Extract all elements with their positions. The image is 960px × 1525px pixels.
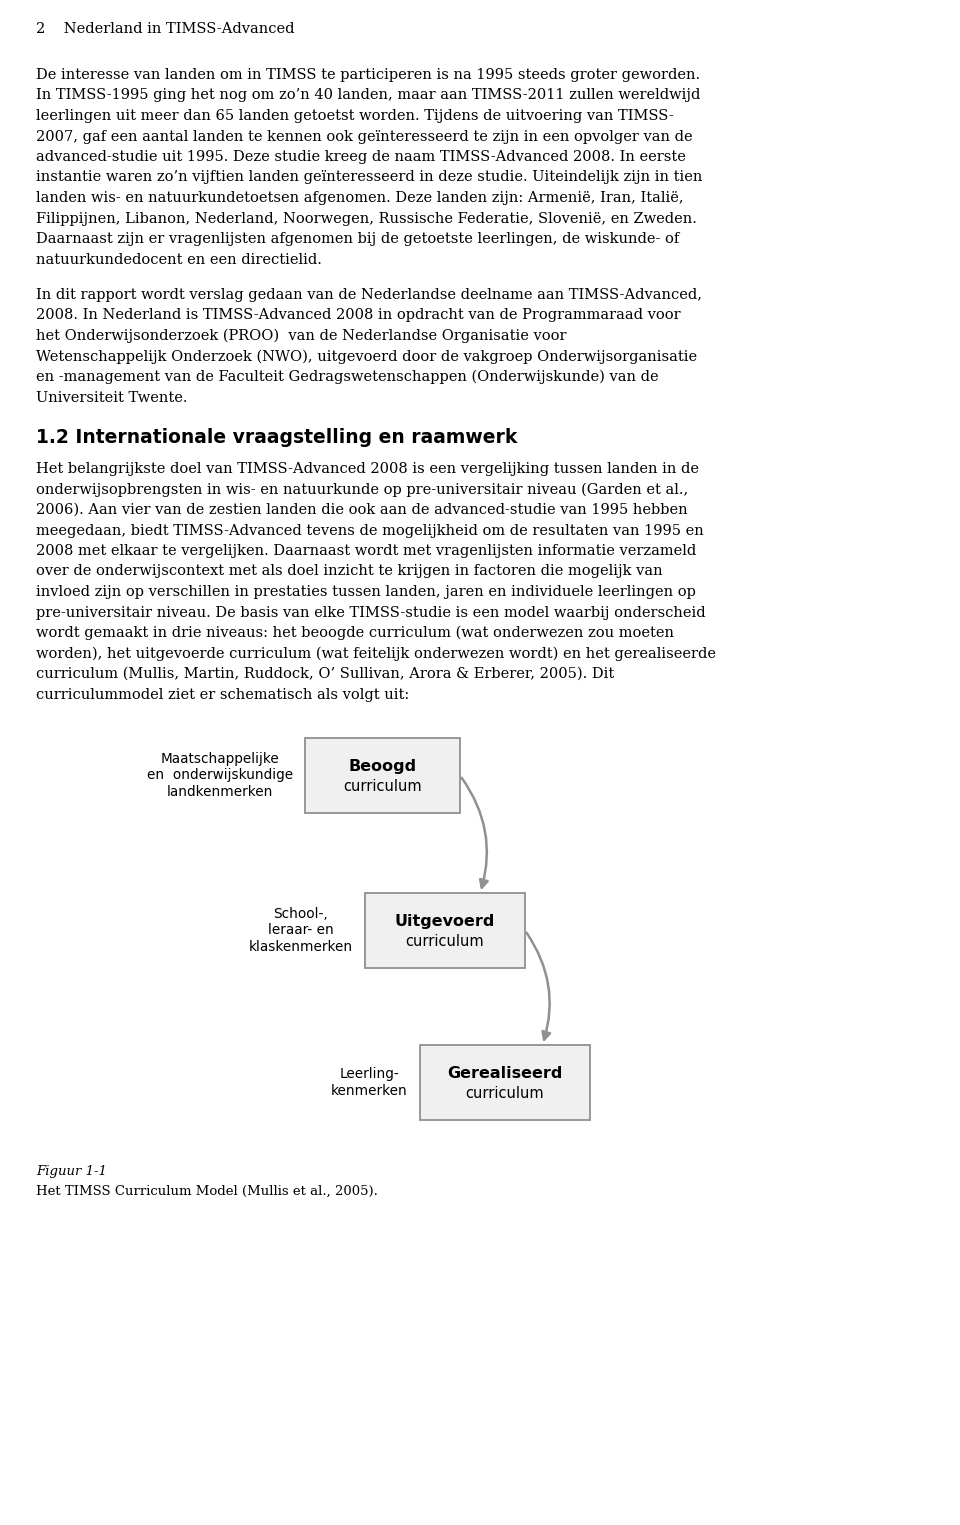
FancyBboxPatch shape xyxy=(420,1045,590,1119)
Text: natuurkundedocent en een directielid.: natuurkundedocent en een directielid. xyxy=(36,253,322,267)
FancyArrowPatch shape xyxy=(462,778,488,888)
FancyBboxPatch shape xyxy=(305,738,460,813)
Text: curriculum: curriculum xyxy=(466,1086,544,1101)
Text: Universiteit Twente.: Universiteit Twente. xyxy=(36,390,187,404)
Text: onderwijsopbrengsten in wis- en natuurkunde op pre-universitair niveau (Garden e: onderwijsopbrengsten in wis- en natuurku… xyxy=(36,482,688,497)
FancyBboxPatch shape xyxy=(365,894,525,968)
Text: 2    Nederland in TIMSS-Advanced: 2 Nederland in TIMSS-Advanced xyxy=(36,21,295,37)
Text: Maatschappelijke
en  onderwijskundige
landkenmerken: Maatschappelijke en onderwijskundige lan… xyxy=(147,752,293,799)
Text: leerlingen uit meer dan 65 landen getoetst worden. Tijdens de uitvoering van TIM: leerlingen uit meer dan 65 landen getoet… xyxy=(36,108,674,124)
Text: 2008 met elkaar te vergelijken. Daarnaast wordt met vragenlijsten informatie ver: 2008 met elkaar te vergelijken. Daarnaas… xyxy=(36,544,696,558)
Text: School-,
leraar- en
klaskenmerken: School-, leraar- en klaskenmerken xyxy=(249,907,353,953)
Text: curriculum (Mullis, Martin, Ruddock, O’ Sullivan, Arora & Erberer, 2005). Dit: curriculum (Mullis, Martin, Ruddock, O’ … xyxy=(36,666,614,682)
Text: Figuur 1-1: Figuur 1-1 xyxy=(36,1165,107,1177)
Text: Leerling-
kenmerken: Leerling- kenmerken xyxy=(331,1068,408,1098)
Text: het Onderwijsonderzoek (PROO)  van de Nederlandse Organisatie voor: het Onderwijsonderzoek (PROO) van de Ned… xyxy=(36,329,566,343)
Text: wordt gemaakt in drie niveaus: het beoogde curriculum (wat onderwezen zou moeten: wordt gemaakt in drie niveaus: het beoog… xyxy=(36,625,674,640)
Text: Filippijnen, Libanon, Nederland, Noorwegen, Russische Federatie, Slovenië, en Zw: Filippijnen, Libanon, Nederland, Noorweg… xyxy=(36,212,697,226)
Text: 2007, gaf een aantal landen te kennen ook geïnteresseerd te zijn in een opvolger: 2007, gaf een aantal landen te kennen oo… xyxy=(36,130,692,143)
Text: In dit rapport wordt verslag gedaan van de Nederlandse deelname aan TIMSS-Advanc: In dit rapport wordt verslag gedaan van … xyxy=(36,288,702,302)
FancyArrowPatch shape xyxy=(527,933,550,1040)
Text: meegedaan, biedt TIMSS-Advanced tevens de mogelijkheid om de resultaten van 1995: meegedaan, biedt TIMSS-Advanced tevens d… xyxy=(36,523,704,537)
Text: curriculum: curriculum xyxy=(406,935,484,949)
Text: 2006). Aan vier van de zestien landen die ook aan de advanced-studie van 1995 he: 2006). Aan vier van de zestien landen di… xyxy=(36,503,687,517)
Text: landen wis- en natuurkundetoetsen afgenomen. Deze landen zijn: Armenië, Iran, It: landen wis- en natuurkundetoetsen afgeno… xyxy=(36,191,684,204)
Text: instantie waren zo’n vijftien landen geïnteresseerd in deze studie. Uiteindelijk: instantie waren zo’n vijftien landen geï… xyxy=(36,171,703,185)
Text: 2008. In Nederland is TIMSS-Advanced 2008 in opdracht van de Programmaraad voor: 2008. In Nederland is TIMSS-Advanced 200… xyxy=(36,308,681,322)
Text: Uitgevoerd: Uitgevoerd xyxy=(395,913,495,929)
Text: Beoogd: Beoogd xyxy=(348,759,417,775)
Text: Het belangrijkste doel van TIMSS-Advanced 2008 is een vergelijking tussen landen: Het belangrijkste doel van TIMSS-Advance… xyxy=(36,462,699,476)
Text: In TIMSS-1995 ging het nog om zo’n 40 landen, maar aan TIMSS-2011 zullen wereldw: In TIMSS-1995 ging het nog om zo’n 40 la… xyxy=(36,88,701,102)
Text: over de onderwijscontext met als doel inzicht te krijgen in factoren die mogelij: over de onderwijscontext met als doel in… xyxy=(36,564,662,578)
Text: Daarnaast zijn er vragenlijsten afgenomen bij de getoetste leerlingen, de wiskun: Daarnaast zijn er vragenlijsten afgenome… xyxy=(36,232,680,246)
Text: pre-universitair niveau. De basis van elke TIMSS-studie is een model waarbij ond: pre-universitair niveau. De basis van el… xyxy=(36,605,706,619)
Text: worden), het uitgevoerde curriculum (wat feitelijk onderwezen wordt) en het gere: worden), het uitgevoerde curriculum (wat… xyxy=(36,647,716,660)
Text: curriculum: curriculum xyxy=(343,779,421,795)
Text: curriculummodel ziet er schematisch als volgt uit:: curriculummodel ziet er schematisch als … xyxy=(36,688,409,702)
Text: advanced-studie uit 1995. Deze studie kreeg de naam TIMSS-Advanced 2008. In eers: advanced-studie uit 1995. Deze studie kr… xyxy=(36,149,685,165)
Text: invloed zijn op verschillen in prestaties tussen landen, jaren en individuele le: invloed zijn op verschillen in prestatie… xyxy=(36,586,696,599)
Text: De interesse van landen om in TIMSS te participeren is na 1995 steeds groter gew: De interesse van landen om in TIMSS te p… xyxy=(36,69,700,82)
Text: Wetenschappelijk Onderzoek (NWO), uitgevoerd door de vakgroep Onderwijsorganisat: Wetenschappelijk Onderzoek (NWO), uitgev… xyxy=(36,349,697,364)
Text: Het TIMSS Curriculum Model (Mullis et al., 2005).: Het TIMSS Curriculum Model (Mullis et al… xyxy=(36,1185,378,1199)
Text: 1.2 Internationale vraagstelling en raamwerk: 1.2 Internationale vraagstelling en raam… xyxy=(36,429,517,447)
Text: Gerealiseerd: Gerealiseerd xyxy=(447,1066,563,1081)
Text: en -management van de Faculteit Gedragswetenschappen (Onderwijskunde) van de: en -management van de Faculteit Gedragsw… xyxy=(36,371,659,384)
